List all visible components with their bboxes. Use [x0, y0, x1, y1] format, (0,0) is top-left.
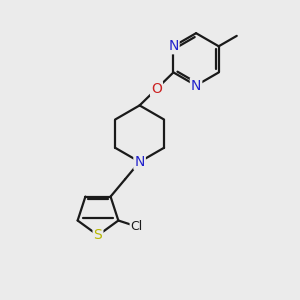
- Text: N: N: [168, 39, 178, 53]
- Text: S: S: [94, 228, 102, 242]
- Text: O: O: [151, 82, 162, 96]
- Text: N: N: [191, 79, 201, 92]
- Text: Cl: Cl: [130, 220, 143, 233]
- Text: N: N: [134, 155, 145, 169]
